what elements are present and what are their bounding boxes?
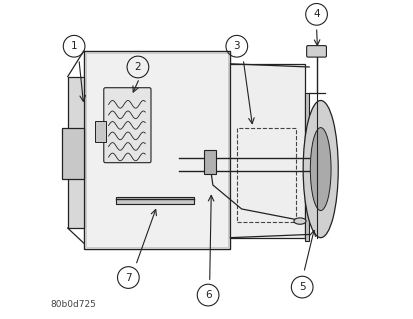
Text: 6: 6	[205, 290, 211, 300]
Text: 5: 5	[299, 282, 306, 292]
Text: 7: 7	[125, 272, 132, 283]
FancyBboxPatch shape	[305, 93, 309, 241]
FancyBboxPatch shape	[62, 128, 84, 179]
Text: 4: 4	[313, 9, 320, 19]
FancyBboxPatch shape	[68, 77, 84, 228]
Ellipse shape	[310, 128, 331, 211]
FancyBboxPatch shape	[307, 46, 326, 57]
FancyBboxPatch shape	[204, 150, 216, 174]
FancyBboxPatch shape	[95, 121, 106, 142]
FancyBboxPatch shape	[84, 51, 230, 249]
Ellipse shape	[294, 218, 306, 224]
Text: 1: 1	[71, 41, 77, 51]
Text: 2: 2	[135, 62, 141, 72]
FancyBboxPatch shape	[230, 64, 305, 238]
Ellipse shape	[303, 100, 338, 238]
Text: 3: 3	[233, 41, 240, 51]
FancyBboxPatch shape	[116, 197, 194, 204]
Text: 80b0d725: 80b0d725	[50, 300, 96, 309]
FancyBboxPatch shape	[104, 88, 151, 163]
